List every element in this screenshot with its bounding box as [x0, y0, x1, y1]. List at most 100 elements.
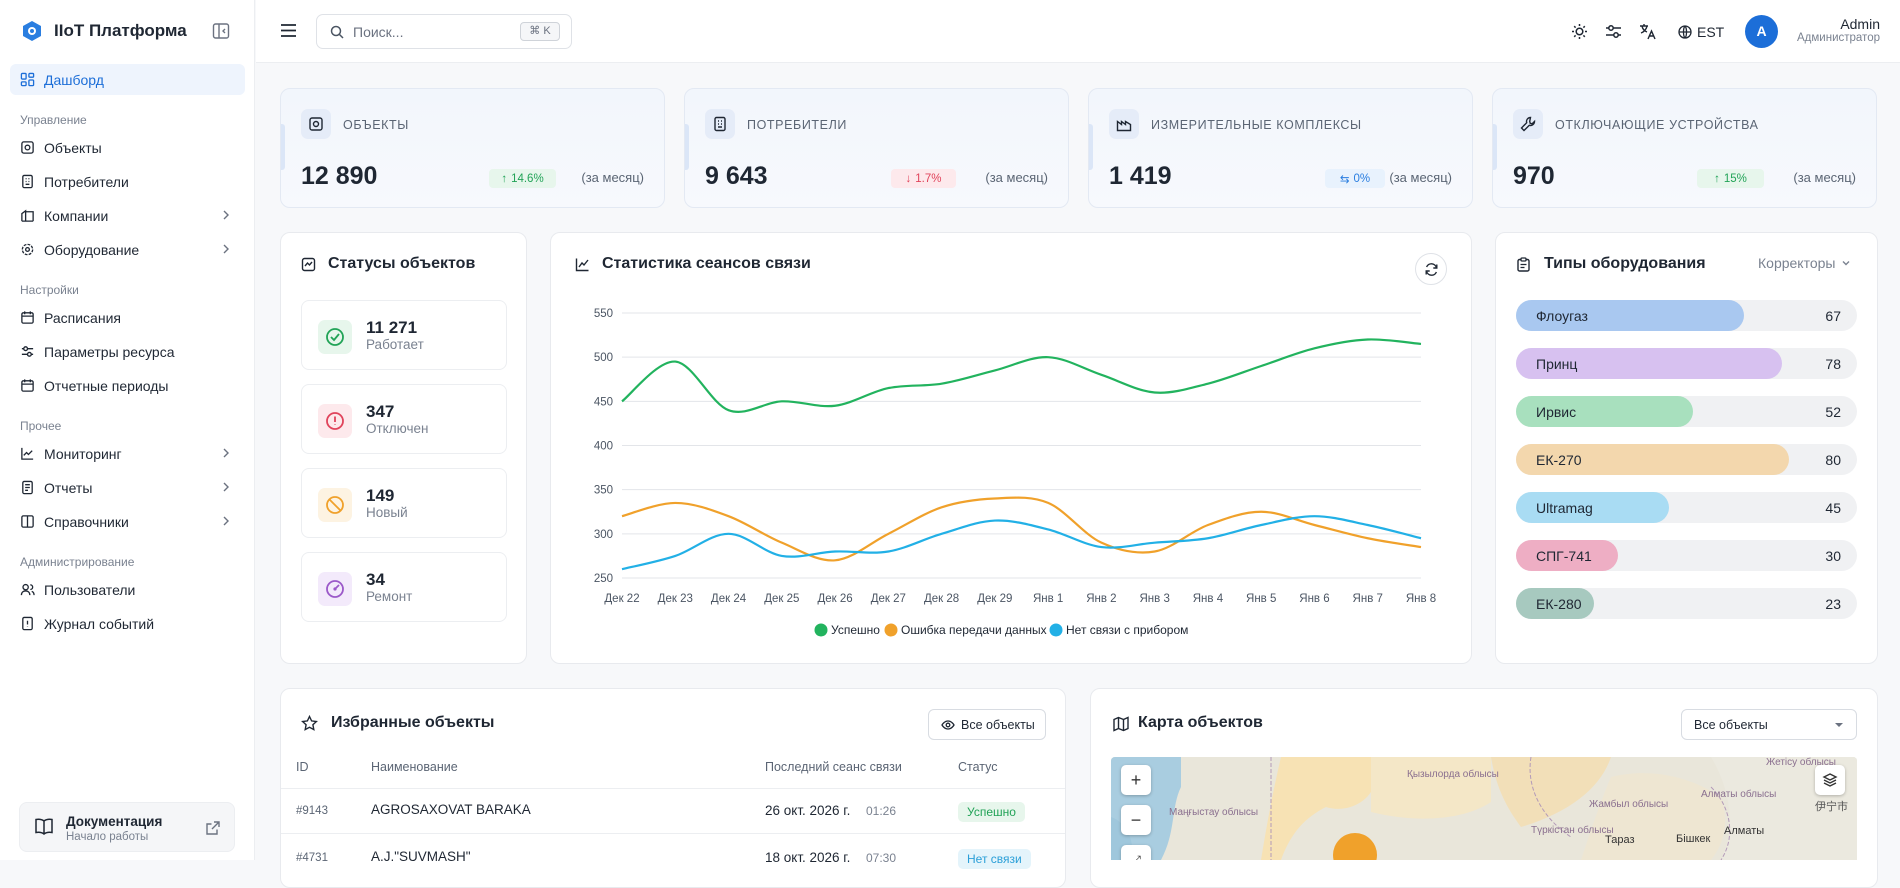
sidebar: IIoT Платформа Дашборд Управление Объект… — [0, 0, 255, 860]
dashboard-icon — [20, 72, 35, 87]
search-box[interactable]: Поиск... ⌘ K — [316, 14, 572, 49]
kpi-label: ИЗМЕРИТЕЛЬНЫЕ КОМПЛЕКСЫ — [1151, 118, 1362, 132]
arrow-up-icon: ↑ — [501, 172, 508, 185]
timezone-selector[interactable]: EST — [1672, 18, 1728, 45]
kpi-period: (за месяц) — [985, 170, 1048, 185]
sidebar-item-label: Компании — [44, 207, 109, 224]
status-label: Ремонт — [366, 589, 413, 604]
sidebar-item-reports[interactable]: Отчеты — [10, 472, 245, 503]
status-new[interactable]: 149 Новый — [301, 468, 507, 538]
equipment-row[interactable]: ЕК-280 23 — [1516, 588, 1857, 619]
status-chart-icon — [301, 257, 316, 272]
zoom-out-button[interactable]: − — [1121, 805, 1151, 835]
avatar[interactable]: A — [1745, 15, 1778, 48]
kpi-label: ОТКЛЮЧАЮЩИЕ УСТРОЙСТВА — [1555, 118, 1759, 132]
x-tick-label: Янв 4 — [1193, 593, 1224, 605]
sidebar-item-resource-params[interactable]: Параметры ресурса — [10, 336, 245, 367]
chart-line-icon — [21, 447, 34, 460]
column-header-last-session: Последний сеанс связи — [765, 760, 902, 774]
search-input[interactable]: Поиск... — [353, 24, 404, 40]
x-tick-label: Дек 27 — [871, 593, 906, 605]
map-icon — [1113, 716, 1129, 732]
sidebar-item-dashboard[interactable]: Дашборд — [10, 64, 245, 95]
equipment-value: 23 — [1825, 596, 1841, 612]
sun-icon[interactable] — [1571, 23, 1588, 40]
chevron-right-icon — [223, 210, 229, 220]
refresh-button[interactable] — [1415, 253, 1447, 285]
equipment-value: 67 — [1825, 308, 1841, 324]
status-value: 11 271 — [366, 318, 418, 337]
fullscreen-button[interactable]: ⤢ — [1121, 845, 1151, 860]
equipment-row[interactable]: Ирвис 52 — [1516, 396, 1857, 427]
status-repair[interactable]: 34 Ремонт — [301, 552, 507, 622]
objects-map[interactable]: + − ⤢ Қызылорда облысы Жетісу облысы Маң… — [1111, 757, 1857, 860]
x-tick-label: Дек 23 — [658, 593, 693, 605]
external-link-icon — [206, 821, 220, 835]
menu-icon[interactable] — [280, 23, 297, 38]
series-line — [621, 515, 1422, 571]
sidebar-item-label: Дашборд — [44, 71, 104, 88]
documentation-card[interactable]: Документация Начало работы — [19, 802, 235, 852]
row-date: 18 окт. 2026 г. — [765, 850, 851, 865]
equipment-row[interactable]: Флоугаз 67 — [1516, 300, 1857, 331]
gear-icon — [21, 243, 34, 256]
settings-sliders-icon[interactable] — [1605, 23, 1622, 40]
column-header-status: Статус — [958, 760, 998, 774]
sidebar-item-event-log[interactable]: Журнал событий — [10, 608, 245, 639]
equipment-row[interactable]: Принц 78 — [1516, 348, 1857, 379]
map-label: Алматы — [1724, 825, 1765, 837]
sidebar-collapse-icon[interactable] — [212, 22, 230, 40]
status-value: 149 — [366, 486, 395, 505]
sidebar-item-companies[interactable]: Компании — [10, 200, 245, 231]
user-name: Admin — [1840, 16, 1880, 32]
sidebar-item-monitoring[interactable]: Мониторинг — [10, 438, 245, 469]
equipment-row[interactable]: Ultramag 45 — [1516, 492, 1857, 523]
map-label: Алматы облысы — [1701, 789, 1777, 800]
column-header-id: ID — [296, 760, 309, 774]
brand[interactable]: IIoT Платформа — [20, 19, 187, 43]
map-title: Карта объектов — [1138, 714, 1263, 731]
statuses-card: Статусы объектов 11 271 Работает 347 Отк… — [280, 232, 527, 664]
sidebar-item-label: Мониторинг — [44, 445, 122, 462]
map-filter-select[interactable]: Все объекты — [1681, 709, 1857, 740]
sidebar-item-equipment[interactable]: Оборудование — [10, 234, 245, 265]
check-circle-icon — [318, 320, 352, 354]
sidebar-item-users[interactable]: Пользователи — [10, 574, 245, 605]
equipment-name: Ирвис — [1536, 404, 1577, 420]
kpi-change-badge: ↑ 15% — [1697, 169, 1764, 188]
equipment-bar — [1516, 348, 1782, 379]
row-time: 07:30 — [866, 851, 897, 865]
status-disabled[interactable]: 347 Отключен — [301, 384, 507, 454]
kpi-accent — [281, 124, 285, 170]
sidebar-item-label: Журнал событий — [44, 615, 155, 632]
kpi-change: 1.7% — [915, 172, 942, 185]
equipment-bar — [1516, 444, 1789, 475]
kpi-value: 9 643 — [705, 162, 768, 190]
layers-button[interactable] — [1815, 765, 1845, 795]
chevron-right-icon — [223, 516, 229, 526]
all-objects-button[interactable]: Все объекты — [928, 709, 1046, 740]
sidebar-item-consumers[interactable]: Потребители — [10, 166, 245, 197]
sidebar-item-label: Потребители — [44, 173, 129, 190]
sidebar-item-report-periods[interactable]: Отчетные периоды — [10, 370, 245, 401]
status-value: 34 — [366, 570, 385, 589]
sidebar-item-schedules[interactable]: Расписания — [10, 302, 245, 333]
kpi-change: 14.6% — [511, 172, 544, 185]
map-label: Бішкек — [1676, 833, 1711, 845]
section-other: Прочее — [20, 419, 62, 433]
sidebar-item-label: Оборудование — [44, 241, 140, 258]
sidebar-item-directories[interactable]: Справочники — [10, 506, 245, 537]
equipment-row[interactable]: ЕК-270 80 — [1516, 444, 1857, 475]
translate-icon[interactable] — [1639, 23, 1656, 40]
clipboard-icon — [1517, 257, 1530, 272]
documentation-subtitle: Начало работы — [66, 831, 149, 843]
y-tick-label: 250 — [594, 573, 613, 585]
sidebar-item-objects[interactable]: Объекты — [10, 132, 245, 163]
log-icon — [22, 616, 33, 631]
map-label: 伊宁市 — [1815, 801, 1848, 813]
equipment-row[interactable]: СПГ-741 30 — [1516, 540, 1857, 571]
book-icon — [21, 515, 34, 528]
status-working[interactable]: 11 271 Работает — [301, 300, 507, 370]
equipment-filter-select[interactable]: Корректоры — [1758, 255, 1851, 271]
zoom-in-button[interactable]: + — [1121, 765, 1151, 795]
